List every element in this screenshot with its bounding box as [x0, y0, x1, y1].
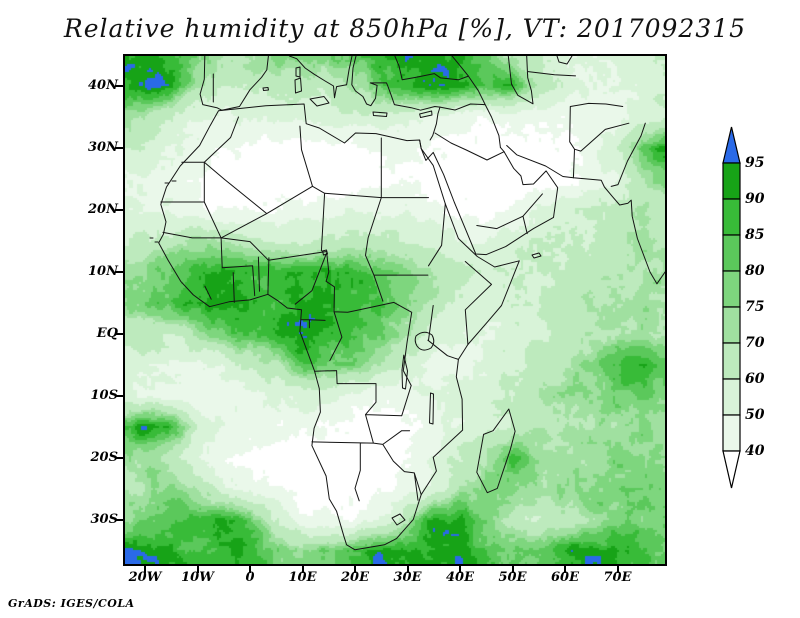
lon-tick-mark: [511, 566, 514, 573]
lat-tick-mark: [115, 209, 123, 211]
lon-tick-mark: [249, 566, 251, 573]
lon-tick-mark: [144, 566, 146, 573]
lon-tick-label: 70E: [603, 570, 632, 585]
lat-tick-label: 20S: [90, 450, 118, 465]
colorbar-segment: [722, 342, 741, 380]
lon-tick-label: 30E: [393, 570, 422, 585]
lat-tick-label: EQ: [96, 326, 118, 341]
colorbar-label: 40: [745, 443, 765, 459]
lon-tick-mark: [354, 566, 356, 573]
lat-tick-label: 20N: [88, 202, 118, 217]
map-plot: [123, 54, 667, 566]
colorbar-segment: [722, 414, 741, 452]
iberia-coastline: [199, 56, 269, 111]
colorbar-over-arrow: [722, 126, 741, 164]
south-europe-coastline: [288, 56, 441, 141]
colorbar-label: 70: [745, 335, 765, 351]
lon-tick-mark: [301, 566, 304, 573]
mediterranean-islands: [262, 66, 433, 118]
colorbar-label: 90: [745, 191, 765, 207]
lon-tick-label: 0: [245, 570, 255, 585]
lon-tick-label: 20W: [128, 570, 162, 585]
arabia-india-coastline: [419, 139, 665, 285]
lon-tick-mark: [564, 566, 566, 573]
humidity-field-canvas: [125, 56, 665, 564]
caspian-sea-coastline: [507, 56, 573, 105]
colorbar-segment: [722, 198, 741, 236]
coastline-borders-overlay: [149, 56, 665, 551]
lat-tick-mark: [115, 147, 123, 149]
lat-tick-mark: [115, 85, 123, 87]
colorbar-label: 80: [745, 263, 765, 279]
asia-europe-borders: [212, 71, 646, 235]
lon-tick-label: 10W: [181, 570, 214, 585]
colorbar-label: 85: [745, 227, 765, 243]
colorbar-label: 75: [745, 299, 765, 315]
colorbar-segment: [722, 306, 741, 344]
colorbar-under-arrow: [722, 450, 741, 489]
lon-tick-mark: [459, 566, 461, 573]
lat-tick-label: 30N: [88, 140, 118, 155]
lon-tick-label: 20E: [341, 570, 369, 585]
colorbar-label: 50: [745, 407, 765, 423]
lat-tick-label: 10S: [90, 388, 118, 403]
lakes-outline: [322, 249, 435, 425]
lat-tick-label: 40N: [88, 78, 118, 93]
lon-tick-label: 60E: [551, 570, 579, 585]
lon-tick-label: 50E: [498, 570, 527, 585]
lon-tick-label: 10E: [288, 570, 317, 585]
colorbar-segment: [722, 270, 741, 308]
lat-tick-label: 10N: [88, 264, 118, 279]
colorbar-label: 60: [745, 371, 765, 387]
small-islands: [149, 180, 542, 259]
lat-tick-label: 30S: [90, 512, 118, 527]
africa-borders: [160, 116, 492, 526]
colorbar: [722, 126, 741, 489]
colorbar-segment: [722, 234, 741, 272]
black-sea-coastline: [394, 56, 469, 81]
lat-tick-mark: [115, 395, 123, 397]
lat-tick-mark: [115, 457, 123, 459]
lat-tick-mark: [115, 519, 123, 521]
lon-tick-mark: [616, 566, 619, 573]
colorbar-segment: [722, 162, 741, 200]
lon-tick-label: 40E: [446, 570, 474, 585]
madagascar-coastline: [476, 408, 516, 494]
chart-title: Relative humidity at 850hPa [%], VT: 201…: [63, 14, 747, 43]
credit-label: GrADS: IGES/COLA: [8, 597, 135, 610]
colorbar-segment: [722, 378, 741, 416]
lon-tick-mark: [196, 566, 199, 573]
colorbar-label: 95: [745, 155, 765, 171]
lat-tick-mark: [115, 271, 123, 273]
lat-tick-mark: [115, 333, 123, 335]
lon-tick-mark: [406, 566, 409, 573]
